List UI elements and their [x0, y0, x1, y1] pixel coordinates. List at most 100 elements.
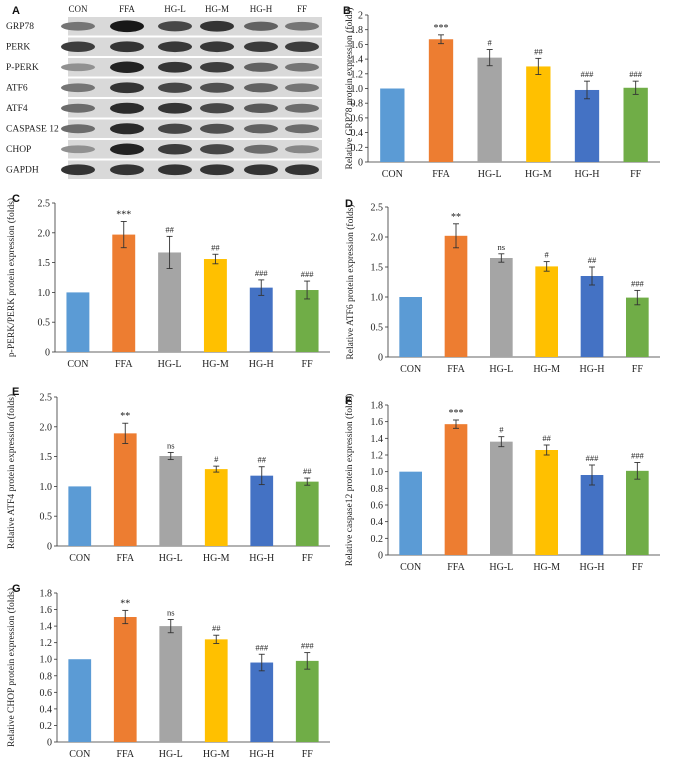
- y-tick-label: 0.8: [40, 671, 53, 682]
- bar-hg-m: [535, 450, 558, 555]
- panel-label-g: G: [12, 583, 21, 595]
- y-axis-label: Relative CHOP protein expression (folds): [6, 588, 17, 747]
- blot-band: [244, 62, 278, 72]
- lane-label: HG-L: [164, 4, 186, 14]
- y-tick-label: 0.5: [38, 318, 51, 329]
- x-tick-label: HG-L: [489, 562, 513, 573]
- blot-band: [285, 145, 319, 154]
- bar-con: [68, 486, 92, 546]
- panel-label-e: E: [12, 386, 19, 398]
- bar-hg-m: [204, 469, 228, 546]
- significance-label: #: [214, 454, 219, 464]
- y-tick-label: 1.0: [38, 288, 51, 299]
- significance-label: #: [545, 250, 550, 260]
- blot-band: [158, 61, 192, 73]
- blot-band: [285, 83, 319, 93]
- bar-ffa: [428, 39, 454, 162]
- significance-label: ###: [301, 641, 315, 651]
- significance-label: ##: [211, 242, 220, 252]
- blot-band: [61, 103, 95, 113]
- significance-label: ##: [165, 224, 174, 234]
- y-axis-label: p-PERK/PERK protein expression (folds): [6, 198, 17, 357]
- significance-label: **: [120, 598, 130, 609]
- significance-label: ##: [542, 433, 551, 443]
- y-tick-label: 1.8: [40, 589, 53, 600]
- bar-con: [68, 659, 92, 742]
- y-tick-label: 1.5: [40, 452, 53, 463]
- x-tick-label: FFA: [116, 553, 134, 564]
- blot-band: [244, 124, 278, 134]
- blot-strip: [68, 119, 322, 138]
- y-tick-label: 0.4: [351, 128, 364, 139]
- x-tick-label: HG-L: [478, 169, 502, 180]
- blot-band: [244, 103, 278, 114]
- y-tick-label: 0.2: [371, 534, 384, 545]
- y-tick-label: 2.5: [40, 393, 53, 404]
- blot-strip: [68, 37, 322, 56]
- significance-label: ###: [581, 69, 595, 79]
- blot-band: [285, 21, 319, 31]
- lane-label: HG-H: [250, 4, 273, 14]
- y-tick-label: 1.5: [38, 258, 51, 269]
- x-tick-label: HG-H: [249, 359, 274, 370]
- y-tick-label: 0: [378, 551, 383, 562]
- y-tick-label: 0.8: [371, 484, 384, 495]
- blot-band: [110, 164, 144, 176]
- x-tick-label: HG-H: [575, 169, 600, 180]
- bar-hg-l: [158, 252, 182, 352]
- lane-label: FF: [297, 4, 307, 14]
- x-tick-label: HG-M: [533, 562, 560, 573]
- bar-hg-h: [250, 662, 274, 742]
- significance-label: ns: [167, 440, 175, 450]
- blot-band: [110, 41, 144, 53]
- bar-ff: [623, 87, 648, 162]
- y-tick-label: 1.0: [371, 293, 384, 304]
- blot-band: [200, 41, 234, 53]
- panel-label-f: F: [345, 395, 352, 407]
- y-tick-label: 1.8: [371, 401, 384, 412]
- x-tick-label: CON: [400, 562, 421, 573]
- y-tick-label: 1.4: [351, 55, 364, 66]
- x-tick-label: FFA: [447, 562, 465, 573]
- y-tick-label: 1.6: [351, 40, 364, 51]
- blot-band: [285, 41, 319, 52]
- lane-label: CON: [68, 4, 88, 14]
- bar-hg-m: [203, 259, 227, 352]
- blot-panel: A CON FFA HG-L HG-M HG-H FF GRP78 PERK P-PERK ATF6…: [6, 4, 322, 179]
- chart-panel-f: F 0 0.2 0.4 0.6 0.8 1.0 1.2 1.4 1.6 1.8 Relative ca…: [344, 394, 660, 573]
- blot-band: [200, 144, 234, 155]
- blot-band: [285, 103, 319, 113]
- blot-band: [61, 124, 95, 134]
- blot-band: [61, 63, 95, 72]
- x-tick-label: HG-H: [580, 364, 605, 375]
- blot-strip: [68, 140, 322, 159]
- blot-band: [200, 123, 234, 134]
- y-tick-label: 2.0: [38, 228, 51, 239]
- x-tick-label: HG-H: [249, 553, 274, 564]
- blot-row-label: ATF4: [6, 104, 28, 114]
- y-tick-label: 1.8: [351, 25, 364, 36]
- blot-band: [61, 41, 95, 52]
- blot-strip: [68, 160, 322, 179]
- x-tick-label: HG-M: [525, 169, 552, 180]
- blot-band: [244, 41, 278, 53]
- x-tick-label: CON: [67, 359, 88, 370]
- x-tick-label: FF: [302, 749, 314, 760]
- significance-label: ###: [255, 642, 269, 652]
- bar-hg-l: [490, 258, 513, 357]
- blot-band: [110, 143, 144, 155]
- bar-ff: [295, 660, 319, 742]
- y-tick-label: 0.6: [351, 113, 364, 124]
- significance-label: ns: [167, 607, 175, 617]
- chart-panel-c: C 0 0.5 1.0 1.5 2.0 2.5 p-PERK/PERK protein exp…: [6, 193, 330, 370]
- blot-band: [285, 164, 319, 176]
- y-tick-label: 0.6: [371, 501, 384, 512]
- bar-hg-l: [490, 441, 513, 555]
- blot-strip: [68, 58, 322, 77]
- bar-hg-m: [526, 66, 551, 162]
- bar-con: [399, 471, 422, 555]
- x-tick-label: CON: [69, 749, 90, 760]
- significance-label: ***: [449, 408, 464, 419]
- chart-panel-e: E 0 0.5 1.0 1.5 2.0 2.5 Relative ATF4 protein e…: [6, 386, 330, 564]
